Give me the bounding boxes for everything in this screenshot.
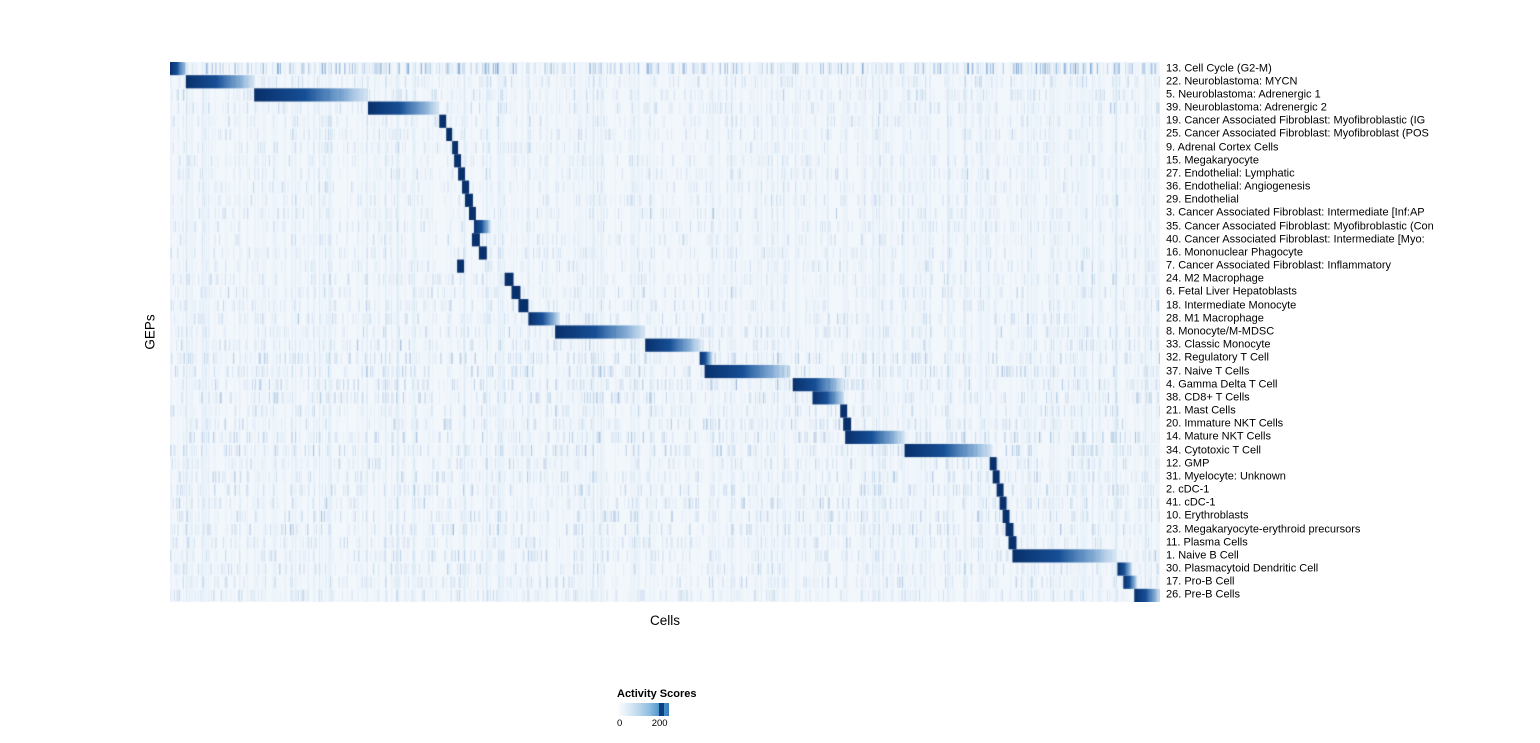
row-label: 10. Erythroblasts	[1166, 509, 1249, 522]
row-label: 29. Endothelial	[1166, 193, 1239, 206]
legend-tick-mark	[658, 703, 664, 716]
row-label: 28. M1 Macrophage	[1166, 312, 1264, 325]
row-label: 30. Plasmacytoid Dendritic Cell	[1166, 562, 1319, 575]
row-label: 35. Cancer Associated Fibroblast: Myofib…	[1166, 220, 1434, 233]
row-label: 34. Cytotoxic T Cell	[1166, 444, 1261, 457]
legend: Activity Scores 0 200	[617, 688, 737, 730]
row-label: 36. Endothelial: Angiogenesis	[1166, 180, 1311, 193]
row-label: 11. Plasma Cells	[1166, 536, 1248, 549]
legend-title: Activity Scores	[617, 688, 697, 700]
row-label: 31. Myelocyte: Unknown	[1166, 470, 1286, 483]
legend-ticks: 0 200	[617, 718, 669, 730]
row-label: 15. Megakaryocyte	[1166, 154, 1259, 167]
row-label: 22. Neuroblastoma: MYCN	[1166, 75, 1298, 88]
legend-tick-min: 0	[617, 718, 623, 729]
row-label: 13. Cell Cycle (G2-M)	[1166, 62, 1272, 75]
row-label: 1. Naive B Cell	[1166, 549, 1239, 562]
row-label: 2. cDC-1	[1166, 483, 1210, 496]
x-axis-label: Cells	[649, 613, 681, 628]
legend-gradient-bar	[617, 703, 669, 716]
row-label: 33. Classic Monocyte	[1166, 338, 1271, 351]
heatmap-canvas	[170, 62, 1160, 602]
row-label: 37. Naive T Cells	[1166, 365, 1250, 377]
heatmap-plot-area	[170, 62, 1160, 602]
row-label: 39. Neuroblastoma: Adrenergic 2	[1166, 101, 1327, 114]
row-label: 23. Megakaryocyte-erythroid precursors	[1166, 523, 1361, 536]
row-label: 9. Adrenal Cortex Cells	[1166, 141, 1279, 154]
row-label: 21. Mast Cells	[1166, 404, 1236, 417]
y-axis-label: GEPs	[142, 314, 158, 350]
row-label: 12. GMP	[1166, 457, 1210, 470]
legend-tick-max: 200	[651, 718, 668, 729]
row-label: 14. Mature NKT Cells	[1166, 430, 1271, 443]
row-label: 5. Neuroblastoma: Adrenergic 1	[1166, 88, 1321, 101]
row-label: 8. Monocyte/M-MDSC	[1166, 325, 1275, 338]
row-label: 6. Fetal Liver Hepatoblasts	[1166, 285, 1297, 298]
row-label: 32. Regulatory T Cell	[1166, 351, 1269, 364]
row-label: 26. Pre-B Cells	[1166, 588, 1240, 601]
row-label: 16. Mononuclear Phagocyte	[1166, 246, 1303, 259]
row-label: 25. Cancer Associated Fibroblast: Myofib…	[1166, 127, 1429, 140]
row-label: 3. Cancer Associated Fibroblast: Interme…	[1166, 206, 1425, 219]
row-label: 38. CD8+ T Cells	[1166, 391, 1250, 404]
row-label: 27. Endothelial: Lymphatic	[1166, 167, 1295, 180]
row-label: 7. Cancer Associated Fibroblast: Inflamm…	[1166, 259, 1391, 272]
row-labels: 13. Cell Cycle (G2-M) 22. Neuroblastoma: …	[1166, 62, 1540, 602]
row-label: 41. cDC-1	[1166, 496, 1216, 509]
row-label: 18. Intermediate Monocyte	[1166, 299, 1297, 312]
row-label: 20. Immature NKT Cells	[1166, 417, 1284, 430]
row-label: 40. Cancer Associated Fibroblast: Interm…	[1166, 233, 1425, 246]
row-label: 19. Cancer Associated Fibroblast: Myofib…	[1166, 114, 1426, 127]
row-label: 4. Gamma Delta T Cell	[1166, 378, 1278, 391]
row-label: 17. Pro-B Cell	[1166, 575, 1235, 588]
row-label: 24. M2 Macrophage	[1166, 272, 1264, 285]
